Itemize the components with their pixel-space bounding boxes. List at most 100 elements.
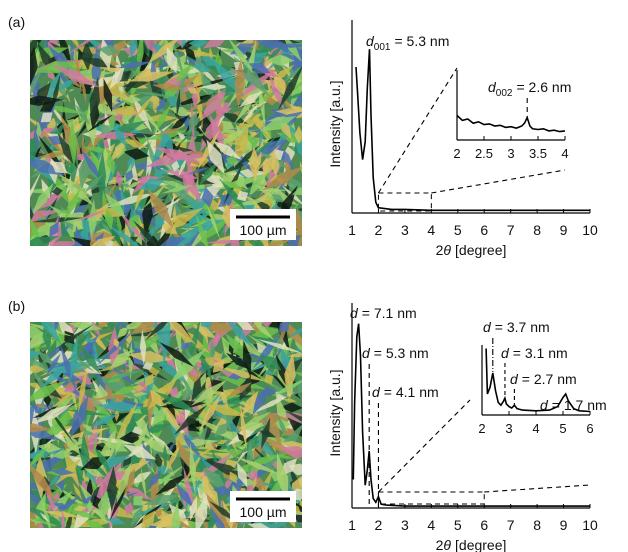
crystal: [188, 40, 209, 49]
crystal: [287, 234, 301, 246]
x-label-symbol: θ: [443, 537, 451, 552]
crystal: [59, 209, 70, 213]
crystal: [277, 413, 287, 438]
crystal: [127, 71, 176, 82]
crystal: [177, 440, 192, 470]
crystal: [188, 110, 198, 134]
crystal: [129, 470, 153, 485]
crystal: [56, 324, 94, 349]
annotation-symbol: d: [483, 319, 492, 335]
crystal: [83, 468, 105, 478]
crystal: [218, 194, 234, 208]
crystal: [236, 322, 255, 331]
crystal: [228, 344, 234, 356]
crystal: [161, 184, 195, 194]
crystal: [129, 40, 138, 59]
annotation-symbol: d: [350, 305, 359, 321]
crystal: [229, 168, 269, 178]
crystal: [196, 119, 203, 129]
x-tick-label: 5: [559, 421, 566, 436]
crystal: [122, 139, 148, 149]
crystal: [133, 340, 141, 350]
x-tick-label: 2: [453, 146, 460, 161]
peak-annotation: d = 3.7 nm: [483, 319, 550, 335]
crystal: [271, 380, 302, 397]
crystal: [166, 46, 178, 74]
annotation-symbol: d: [372, 384, 381, 400]
crystal: [248, 62, 271, 74]
crystal: [73, 356, 94, 372]
crystal: [190, 379, 228, 406]
y-axis-label: Intensity [a.u.]: [327, 80, 343, 167]
crystal: [40, 363, 69, 389]
crystal: [61, 508, 65, 528]
micrograph: 100 µm: [30, 40, 302, 246]
crystal: [227, 322, 255, 350]
crystal: [66, 118, 76, 128]
crystal: [30, 134, 38, 167]
crystal: [72, 482, 83, 501]
crystal: [167, 107, 195, 117]
x-label-number: 2: [436, 242, 444, 258]
crystal: [213, 421, 231, 437]
crystal: [81, 346, 101, 374]
crystal: [132, 173, 152, 194]
annotation-text: = 7.1 nm: [362, 305, 417, 321]
crystal: [132, 384, 145, 392]
crystal: [198, 349, 214, 384]
crystal: [201, 466, 229, 493]
crystal: [106, 151, 116, 176]
crystal: [30, 235, 60, 246]
crystal: [248, 391, 296, 416]
crystal: [168, 138, 193, 143]
annotation-text: = 2.6 nm: [516, 79, 571, 95]
x-tick-label: 5: [454, 517, 462, 533]
crystal: [215, 105, 227, 118]
crystal: [125, 69, 130, 79]
crystal: [168, 322, 196, 346]
crystal: [41, 498, 51, 528]
crystal: [270, 152, 280, 178]
x-tick-label: 3: [505, 421, 512, 436]
crystal: [201, 453, 223, 458]
crystal: [233, 335, 266, 360]
crystal: [34, 404, 47, 408]
crystal: [134, 91, 175, 98]
crystal: [46, 69, 62, 104]
crystal: [30, 446, 49, 467]
crystal: [259, 116, 297, 132]
crystal: [219, 178, 248, 213]
crystal: [34, 491, 47, 527]
crystal: [241, 104, 258, 126]
crystal: [110, 350, 133, 369]
crystal: [124, 501, 135, 516]
crystal: [99, 368, 147, 383]
crystal: [32, 403, 74, 425]
crystal: [162, 322, 171, 367]
crystal: [75, 104, 90, 125]
crystal: [82, 518, 104, 528]
guide-line: [377, 67, 458, 194]
crystal: [209, 46, 213, 61]
crystal: [117, 327, 128, 338]
annotation-text: = 1.7 nm: [552, 397, 607, 413]
crystal: [258, 77, 266, 129]
crystal: [53, 503, 69, 510]
crystal: [135, 95, 153, 118]
crystal: [179, 211, 214, 230]
crystal: [30, 168, 43, 198]
x-tick-label: 4: [427, 517, 435, 533]
annotation-symbol: d: [510, 371, 519, 387]
crystal: [192, 64, 213, 73]
crystal: [190, 495, 198, 521]
crystal: [136, 40, 154, 82]
crystal: [121, 80, 150, 89]
crystal: [271, 43, 302, 48]
crystal: [113, 338, 120, 348]
crystal: [88, 329, 112, 356]
annotation-text: = 2.7 nm: [522, 371, 577, 387]
crystal: [157, 511, 178, 528]
annotation-subscript: 001: [374, 42, 391, 53]
x-tick-label: 10: [582, 222, 598, 238]
